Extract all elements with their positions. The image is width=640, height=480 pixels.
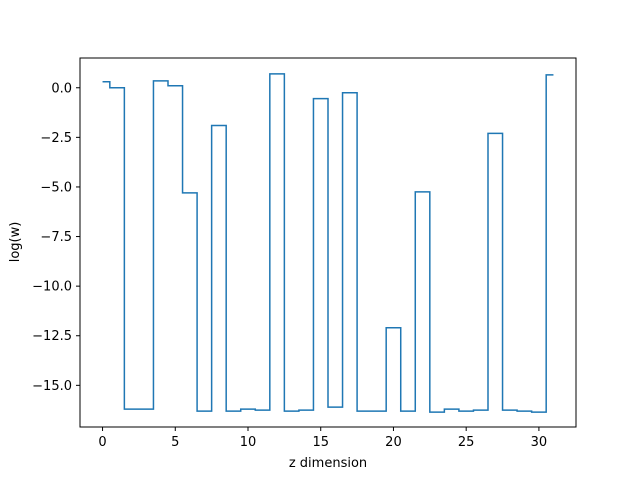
x-tick-label: 25: [458, 435, 475, 450]
y-axis-ticks: 0.0 −2.5 −5.0 −7.5 −10.0 −12.5 −15.0: [32, 81, 80, 394]
x-tick-label: 0: [98, 435, 106, 450]
x-tick-label: 20: [385, 435, 402, 450]
x-tick-label: 15: [312, 435, 329, 450]
y-tick-label: −12.5: [32, 329, 72, 344]
y-tick-label: −5.0: [40, 180, 72, 195]
x-tick-label: 30: [531, 435, 548, 450]
x-axis-label: z dimension: [289, 456, 367, 471]
y-tick-label: −15.0: [32, 379, 72, 394]
series-line: [102, 73, 554, 413]
x-axis-ticks: 0 5 10 15 20 25 30: [98, 427, 547, 450]
y-tick-label: 0.0: [51, 81, 72, 96]
y-tick-label: −10.0: [32, 280, 72, 295]
x-tick-label: 5: [171, 435, 179, 450]
y-axis-label: log(w): [8, 222, 23, 263]
plot-area: 0 5 10 15 20 25 30 0.0 −2.5 −5.0 −7.5 −10.0 −12.5 −1…: [32, 57, 577, 450]
axes-frame: [79, 57, 577, 428]
y-tick-label: −2.5: [40, 131, 72, 146]
series-group: [102, 73, 554, 413]
y-tick-label: −7.5: [40, 230, 72, 245]
x-tick-label: 10: [240, 435, 257, 450]
